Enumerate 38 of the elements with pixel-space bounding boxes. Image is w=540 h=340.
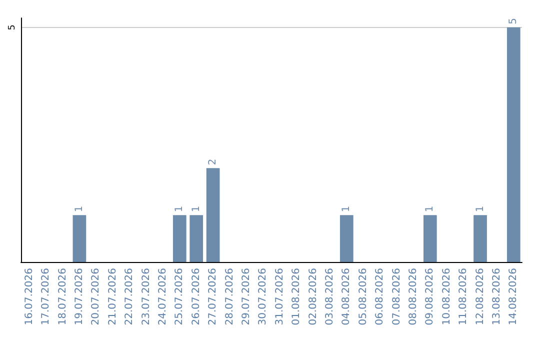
x-tick-label: 06.08.2026 bbox=[374, 268, 386, 326]
x-tick-label: 25.07.2026 bbox=[174, 268, 186, 326]
data-label: 1 bbox=[341, 206, 352, 212]
x-tick-label: 26.07.2026 bbox=[190, 268, 202, 326]
x-tick-label: 07.08.2026 bbox=[391, 268, 402, 326]
x-tick-label: 20.07.2026 bbox=[90, 268, 102, 326]
x-tick-label: 14.08.2026 bbox=[508, 268, 520, 326]
x-tick-label: 01.08.2026 bbox=[291, 268, 302, 326]
data-label: 1 bbox=[174, 206, 186, 212]
x-tick-label: 05.08.2026 bbox=[358, 268, 369, 326]
x-tick-label: 19.07.2026 bbox=[74, 268, 85, 326]
data-label: 2 bbox=[208, 158, 219, 166]
x-tick-label: 13.08.2026 bbox=[491, 268, 502, 326]
x-tick-label: 18.07.2026 bbox=[57, 268, 68, 326]
x-tick-label: 17.07.2026 bbox=[40, 268, 52, 326]
x-tick-label: 28.07.2026 bbox=[224, 268, 236, 326]
x-tick-label: 31.07.2026 bbox=[274, 268, 286, 326]
x-tick-label: 24.07.2026 bbox=[157, 268, 168, 326]
x-tick-label: 21.07.2026 bbox=[107, 268, 118, 326]
x-tick-label: 16.07.2026 bbox=[24, 268, 35, 326]
x-tick-label: 29.07.2026 bbox=[240, 268, 252, 326]
x-tick-label: 02.08.2026 bbox=[308, 268, 319, 326]
x-tick-label: 23.07.2026 bbox=[140, 268, 152, 326]
data-label: 1 bbox=[474, 206, 486, 212]
x-tick-label: 09.08.2026 bbox=[424, 268, 436, 326]
x-tick-label: 10.08.2026 bbox=[441, 268, 452, 326]
x-tick-label: 22.07.2026 bbox=[124, 268, 136, 326]
data-label: 1 bbox=[190, 206, 202, 212]
x-tick-label: 27.07.2026 bbox=[208, 268, 219, 326]
x-tick-label: 30.07.2026 bbox=[258, 268, 269, 326]
x-tick-label: 11.08.2026 bbox=[458, 268, 470, 326]
data-label: 1 bbox=[74, 206, 85, 212]
data-label: 1 bbox=[424, 206, 436, 212]
x-tick-label: 12.08.2026 bbox=[474, 268, 486, 326]
data-label: 5 bbox=[508, 18, 520, 24]
x-tick-label: 08.08.2026 bbox=[408, 268, 419, 326]
x-tick-label: 04.08.2026 bbox=[341, 268, 352, 326]
x-tick-label: 03.08.2026 bbox=[324, 268, 336, 326]
